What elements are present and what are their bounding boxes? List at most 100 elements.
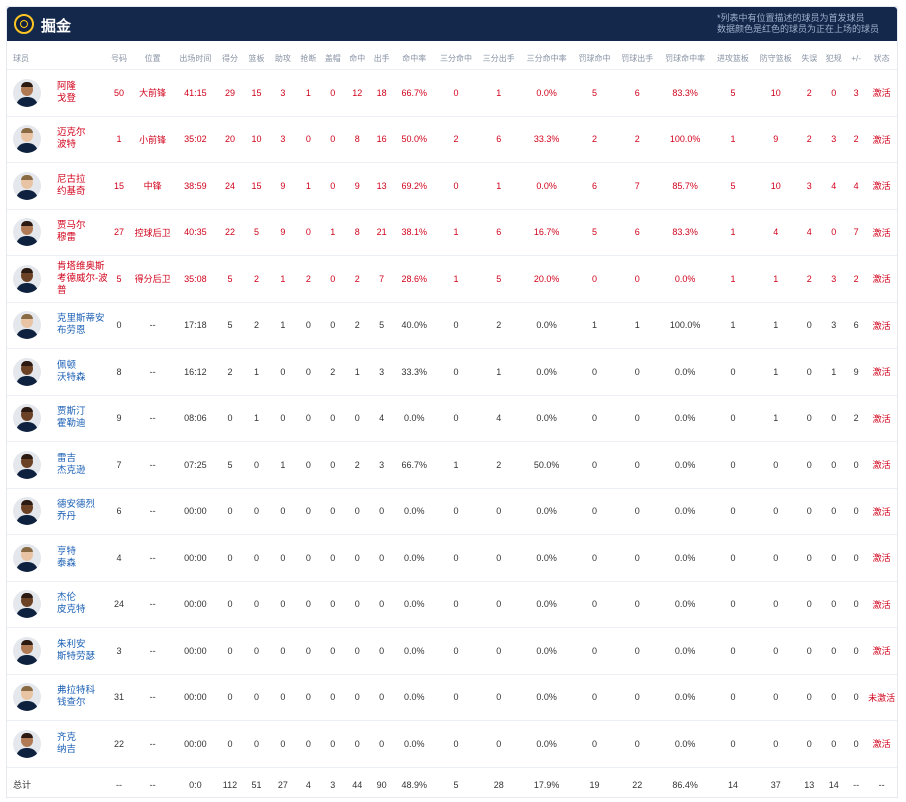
player-name-link[interactable]: 雷吉 杰克逊 [57, 453, 86, 477]
stat-cell: 0 [573, 627, 616, 674]
stat-cell: 0 [821, 208, 846, 256]
nuggets-logo-icon [14, 14, 34, 34]
stat-cell: 1 [711, 301, 755, 349]
stat-cell: 0 [615, 580, 659, 628]
player-row[interactable]: 迈克尔 波特 1 小前锋 35:02 20 10 3 0 0 8 16 50.0% 2 6 33.3% 2 2 10… [7, 115, 897, 163]
player-name-link[interactable]: 尼古拉 约基奇 [57, 174, 86, 198]
stat-cell: 0 [243, 534, 270, 581]
stat-cell: 4 [106, 534, 132, 581]
player-row[interactable]: 德安德烈 乔丹 6 -- 00:00 0 0 0 0 0 0 0 0.0% 0 0 0.0% 0 0 0.0% 0 0 0… [7, 487, 897, 535]
stat-cell: 0.0% [520, 580, 574, 628]
stat-cell: 69.2% [393, 162, 435, 209]
stat-cell: 1 [243, 394, 270, 442]
total-cell: 44 [345, 766, 370, 802]
player-row[interactable]: 阿隆 戈登 50 大前锋 41:15 29 15 3 1 0 12 18 66.7% 0 1 0.0% 5 6 83… [7, 69, 897, 116]
stat-cell: 0 [320, 441, 346, 488]
stat-cell: 0 [754, 627, 798, 674]
player-name-link[interactable]: 阿隆 戈登 [57, 81, 76, 105]
player-name-line: 尼古拉 [57, 173, 86, 185]
player-name-line: 德安德烈 [57, 499, 96, 511]
stat-cell: 0 [615, 720, 659, 767]
player-name-link[interactable]: 迈克尔 波特 [57, 127, 86, 151]
stat-cell: 2 [345, 441, 370, 488]
stat-cell: 1 [477, 162, 521, 209]
stat-cell: 0 [345, 720, 370, 767]
player-name-link[interactable]: 贾斯汀 霍勒迪 [57, 406, 86, 430]
stat-cell: 0 [345, 673, 370, 721]
total-cell: 27 [269, 766, 297, 802]
player-name-line: 杰克逊 [57, 464, 86, 476]
stat-cell: 12 [345, 69, 370, 116]
stat-cell: 0 [243, 720, 270, 767]
stat-cell: 5 [243, 208, 270, 256]
player-name-link[interactable]: 弗拉特科 钱查尔 [57, 685, 95, 709]
stat-cell: 0 [296, 441, 321, 488]
stat-cell: 0.0% [658, 487, 712, 535]
player-row[interactable]: 弗拉特科 钱查尔 31 -- 00:00 0 0 0 0 0 0 0 0.0% 0 0 0.0% 0 0 0.0% 0… [7, 673, 897, 721]
stat-cell: 5 [216, 441, 244, 488]
player-name-link[interactable]: 齐克 纳吉 [57, 732, 76, 756]
column-header: 位置 [144, 53, 161, 63]
player-name-link[interactable]: 佩顿 沃特森 [57, 360, 86, 384]
player-row[interactable]: 尼古拉 约基奇 15 中锋 38:59 24 15 9 1 0 9 13 69.2% 0 1 0.0% 6 7 85… [7, 162, 897, 209]
stat-cell: 16.7% [520, 208, 574, 256]
stat-cell: 5 [477, 255, 521, 302]
stat-cell: 0 [615, 534, 659, 581]
player-name-link[interactable]: 朱利安 斯特劳瑟 [57, 639, 95, 663]
stat-cell: 0 [711, 627, 755, 674]
stat-cell: 0 [615, 487, 659, 535]
stat-cell: 0 [269, 534, 297, 581]
stat-cell: 0 [615, 627, 659, 674]
column-header: 犯规 [825, 53, 842, 63]
player-row[interactable]: 雷吉 杰克逊 7 -- 07:25 5 0 1 0 0 2 3 66.7% 1 2 50.0% 0 0 0.0% 0 0… [7, 441, 897, 488]
player-row[interactable]: 朱利安 斯特劳瑟 3 -- 00:00 0 0 0 0 0 0 0 0.0% 0 0 0.0% 0 0 0.0% 0 0… [7, 627, 897, 674]
player-name-line: 钱查尔 [57, 697, 86, 709]
stat-cell: 7 [106, 441, 132, 488]
player-name-link[interactable]: 克里斯蒂安 布劳恩 [57, 313, 105, 337]
player-row[interactable]: 佩顿 沃特森 8 -- 16:12 2 1 0 0 2 1 3 33.3% 0 1 0.0% 0 0 0.0% 0 1 0… [7, 348, 897, 395]
player-name-link[interactable]: 贾马尔 穆雷 [57, 220, 86, 244]
player-name-line: 沃特森 [57, 371, 86, 383]
status-cell: 激活 [866, 441, 897, 488]
stat-cell: 4 [369, 394, 394, 442]
stat-cell: 83.3% [658, 208, 712, 256]
stat-cell: -- [131, 534, 174, 581]
player-cell: 弗拉特科 钱查尔 [7, 673, 107, 721]
stat-cell: 0.0% [520, 673, 574, 721]
stat-cell: 16 [369, 115, 394, 163]
player-row[interactable]: 肯塔维奥斯 考德威尔-波普 5 得分后卫 35:08 5 2 1 2 0 2 7 28.6% 1 5 20.0… [7, 255, 897, 302]
player-row[interactable]: 贾马尔 穆雷 27 控球后卫 40:35 22 5 9 0 1 8 21 38.1% 1 6 16.7% 5 6 8… [7, 208, 897, 256]
stat-cell: 0 [711, 348, 755, 395]
stat-cell: -- [131, 580, 174, 628]
stat-cell: 07:25 [173, 441, 217, 488]
stat-cell: 0 [296, 627, 321, 674]
stat-cell: 0 [345, 487, 370, 535]
stat-cell: 0 [573, 441, 616, 488]
stat-cell: 0 [754, 534, 798, 581]
stat-cell: 0.0% [520, 487, 574, 535]
player-row[interactable]: 克里斯蒂安 布劳恩 0 -- 17:18 5 2 1 0 0 2 5 40.0% 0 2 0.0% 1 1 100.… [7, 301, 897, 349]
stat-cell: 0 [754, 673, 798, 721]
stat-cell: 0 [106, 301, 132, 349]
stat-cell: 0 [369, 673, 394, 721]
player-row[interactable]: 齐克 纳吉 22 -- 00:00 0 0 0 0 0 0 0 0.0% 0 0 0.0% 0 0 0.0% 0 0 0 0… [7, 720, 897, 767]
player-row[interactable]: 亨特 泰森 4 -- 00:00 0 0 0 0 0 0 0 0.0% 0 0 0.0% 0 0 0.0% 0 0 0 0 0… [7, 534, 897, 581]
stat-cell: 50.0% [520, 441, 574, 488]
stat-cell: 17:18 [173, 301, 217, 349]
player-row[interactable]: 杰伦 皮克特 24 -- 00:00 0 0 0 0 0 0 0 0.0% 0 0 0.0% 0 0 0.0% 0 0 0… [7, 580, 897, 628]
player-avatar [13, 450, 41, 479]
stat-cell: 2 [296, 255, 321, 302]
player-row[interactable]: 贾斯汀 霍勒迪 9 -- 08:06 0 1 0 0 0 0 4 0.0% 0 4 0.0% 0 0 0.0% 0 1 0… [7, 394, 897, 442]
stat-cell: 0 [434, 301, 478, 349]
box-score-panel: 掘金 *列表中有位置描述的球员为首发球员 数据颜色是红色的球员为正在上场的球员 … [6, 6, 898, 802]
stat-cell: 15 [106, 162, 132, 209]
total-cell: 37 [754, 766, 798, 802]
player-name-link[interactable]: 德安德烈 乔丹 [57, 499, 95, 523]
stat-cell: 1 [296, 162, 321, 209]
player-name-link[interactable]: 肯塔维奥斯 考德威尔-波普 [57, 261, 108, 297]
player-name-link[interactable]: 杰伦 皮克特 [57, 592, 86, 616]
status-cell: 激活 [866, 301, 897, 349]
stat-cell: 2 [320, 348, 346, 395]
player-name-link[interactable]: 亨特 泰森 [57, 546, 76, 570]
stat-cell: 4 [797, 208, 822, 256]
